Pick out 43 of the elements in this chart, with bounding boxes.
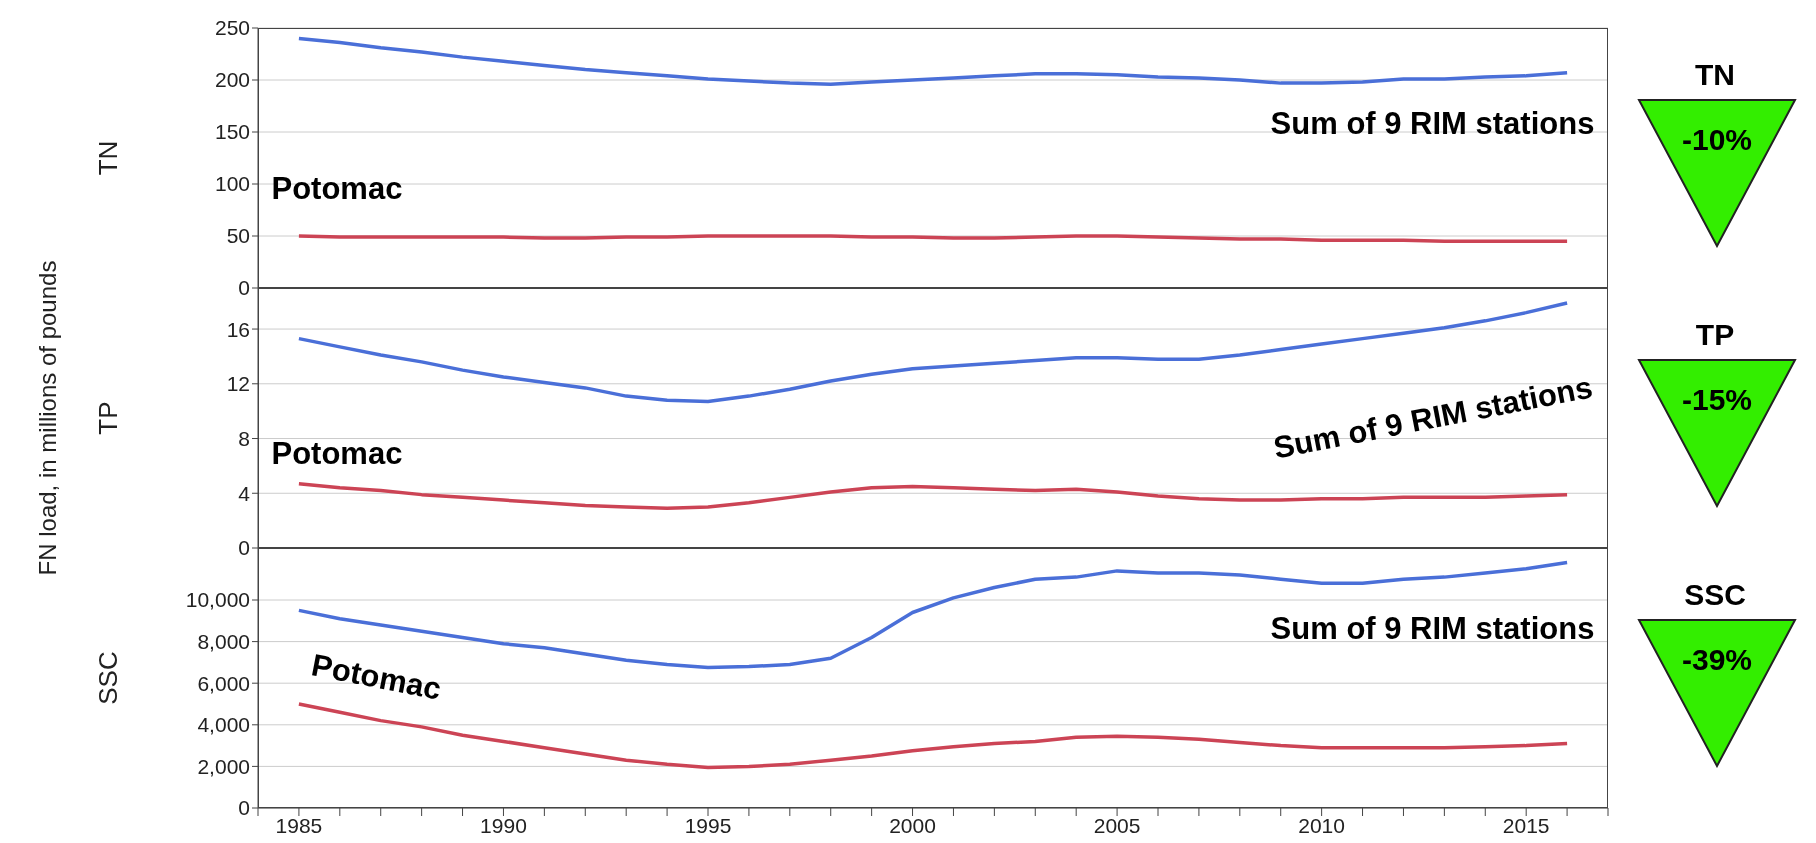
- line-series: [297, 481, 1569, 511]
- y-tick-label: 4,000: [197, 713, 250, 737]
- y-tick-label: 2,000: [197, 754, 250, 778]
- y-tick-label: 0: [238, 276, 250, 300]
- y-tick-label: 6,000: [197, 671, 250, 695]
- series-label: Potomac: [271, 436, 403, 473]
- y-tick-label: 0: [238, 536, 250, 560]
- text: -15%: [1680, 383, 1753, 417]
- line-series: [297, 36, 1569, 86]
- text: FN load, in millions of pounds: [34, 260, 62, 576]
- text: -39%: [1680, 643, 1753, 677]
- text: Potomac: [308, 647, 444, 708]
- text: -10%: [1680, 123, 1753, 157]
- y-axis-title: TP: [93, 401, 124, 435]
- text: TP: [1694, 318, 1736, 352]
- x-tick-label: 1995: [684, 813, 732, 837]
- y-tick-label: 8,000: [197, 630, 250, 654]
- text: Sum of 9 RIM stations: [1270, 369, 1595, 467]
- y-axis-title: SSC: [93, 651, 124, 705]
- x-tick-label: 2000: [889, 813, 936, 837]
- y-tick-label: 4: [238, 481, 251, 505]
- y-tick-label: 150: [214, 120, 250, 144]
- x-tick-label: 1985: [275, 813, 323, 837]
- text: SSC: [1683, 578, 1747, 612]
- x-tick-label: 2015: [1502, 813, 1550, 837]
- series-label: Potomac: [271, 171, 403, 208]
- y-tick-label: 10,000: [185, 588, 250, 612]
- y-tick-label: 0: [238, 796, 250, 820]
- y-tick-label: 250: [214, 16, 250, 40]
- x-tick-label: 2005: [1093, 813, 1141, 837]
- x-tick-label: 1990: [480, 813, 527, 837]
- x-tick-label: 2010: [1298, 813, 1345, 837]
- y-tick-label: 12: [226, 372, 250, 396]
- y-axis-title: TN: [93, 140, 124, 176]
- y-tick-label: 16: [226, 317, 250, 341]
- series-label: Sum of 9 RIM stations: [1270, 106, 1595, 143]
- y-tick-label: 200: [214, 68, 250, 92]
- series-label: Sum of 9 RIM stations: [1270, 610, 1595, 647]
- y-tick-label: 100: [214, 172, 250, 196]
- text: TN: [1694, 58, 1736, 92]
- line-series: [297, 702, 1569, 770]
- y-tick-label: 8: [238, 426, 250, 450]
- y-tick-label: 50: [226, 224, 250, 248]
